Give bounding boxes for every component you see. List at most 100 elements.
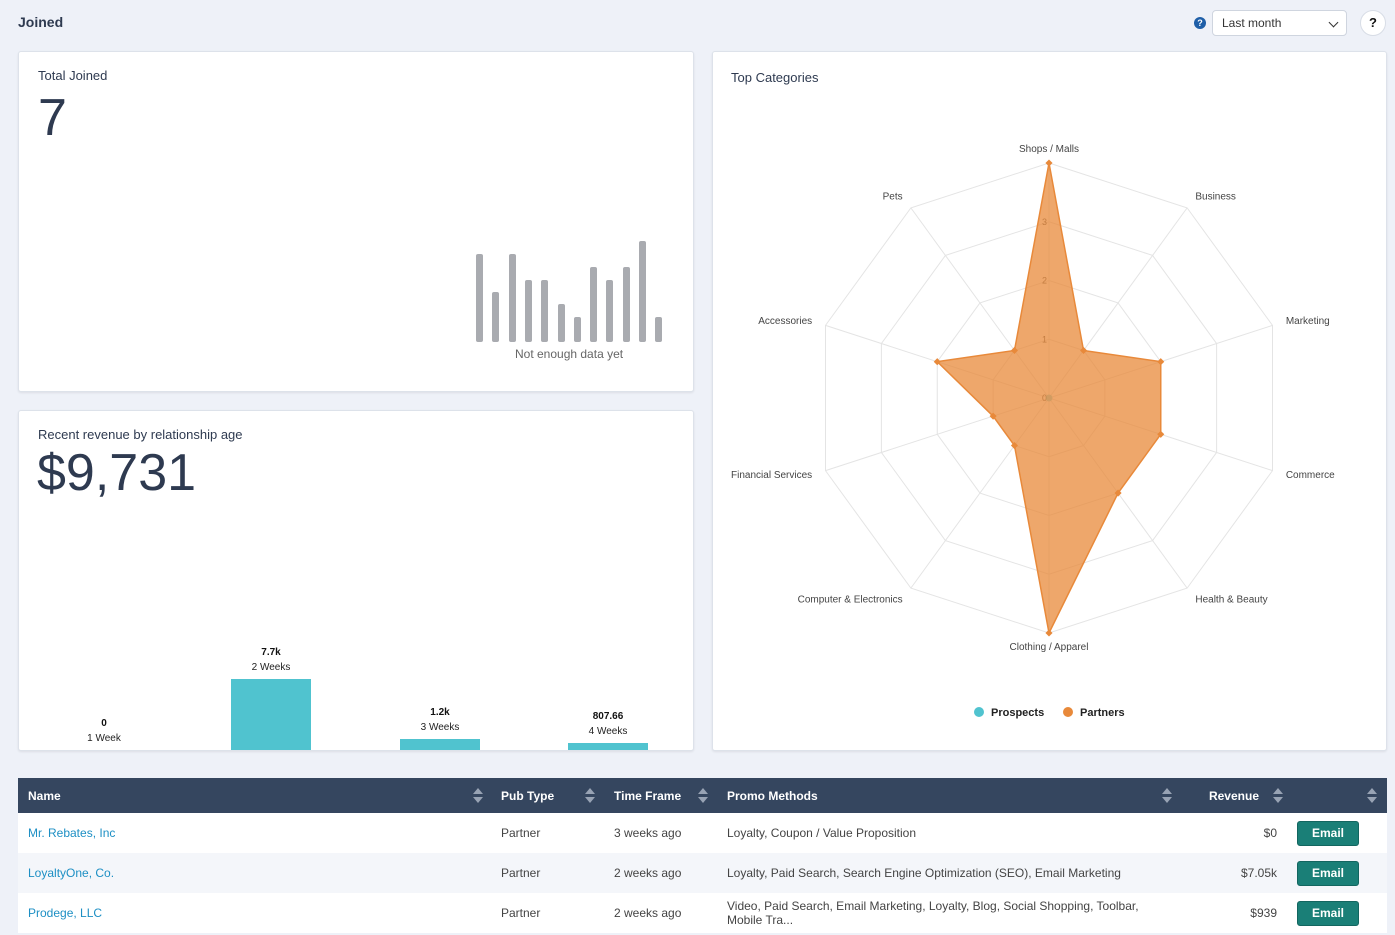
pub-type-cell: Partner	[491, 893, 604, 933]
column-header-promo-methods[interactable]: Promo Methods	[717, 778, 1187, 813]
radar-axis-label: Health & Beauty	[1195, 594, 1267, 605]
bar-category-label: 1 Week	[87, 733, 121, 744]
placeholder-bar	[606, 280, 614, 342]
time-frame-cell: 3 weeks ago	[604, 813, 717, 853]
column-header-name[interactable]: Name	[18, 778, 491, 813]
revenue-cell: $7.05k	[1187, 853, 1287, 893]
revenue-total: $9,731	[37, 444, 197, 502]
bar-value-label: 0	[101, 718, 107, 729]
table-row: Mr. Rebates, Inc Partner 3 weeks ago Loy…	[18, 813, 1387, 853]
placeholder-bar-chart	[476, 238, 666, 342]
column-header-pub-type[interactable]: Pub Type	[491, 778, 604, 813]
radar-axis-label: Shops / Malls	[1019, 144, 1079, 155]
placeholder-bar	[524, 280, 532, 342]
placeholder-bar	[622, 267, 630, 342]
bar-value-label: 807.66	[592, 710, 624, 722]
bar-category-label: 2 Weeks	[251, 662, 291, 673]
column-label: Pub Type	[501, 788, 555, 803]
table-row: LoyaltyOne, Co. Partner 2 weeks ago Loya…	[18, 853, 1387, 893]
sort-icon[interactable]	[1162, 788, 1172, 804]
revenue-card-title: Recent revenue by relationship age	[38, 427, 243, 442]
promo-methods-cell: Video, Paid Search, Email Marketing, Loy…	[717, 893, 1187, 933]
column-header-revenue[interactable]: Revenue	[1187, 778, 1287, 813]
publisher-name-link[interactable]: Prodege, LLC	[28, 906, 103, 920]
column-label: Time Frame	[614, 788, 682, 803]
radar-series-point	[1010, 441, 1019, 450]
sort-icon[interactable]	[1273, 788, 1283, 804]
radar-chart: Shops / Malls Business Marketing Commerce He…	[731, 144, 1335, 653]
revenue-bar[interactable]	[231, 679, 311, 750]
radar-series-point	[1079, 346, 1088, 355]
sort-icon[interactable]	[698, 788, 708, 804]
column-label: Revenue	[1208, 788, 1259, 803]
email-button[interactable]: Email	[1297, 860, 1359, 886]
placeholder-bar	[590, 267, 598, 342]
column-header-time-frame[interactable]: Time Frame	[604, 778, 717, 813]
promo-methods-cell: Loyalty, Paid Search, Search Engine Opti…	[717, 853, 1187, 893]
placeholder-bar	[557, 304, 565, 342]
bar-value-label: 1.2k	[430, 706, 450, 718]
email-button[interactable]: Email	[1297, 820, 1359, 846]
date-range-select[interactable]: Last month	[1212, 10, 1347, 36]
total-joined-value: 7	[38, 89, 67, 147]
radar-axis-label: Clothing / Apparel	[1010, 642, 1089, 653]
radar-series-point	[989, 412, 997, 420]
legend-label: Prospects	[991, 707, 1045, 719]
date-range-value: Last month	[1222, 16, 1282, 30]
radar-axis-label: Marketing	[1286, 316, 1330, 327]
radar-axis-label: Commerce	[1286, 470, 1335, 481]
sort-icon[interactable]	[473, 788, 483, 804]
pub-type-cell: Partner	[491, 813, 604, 853]
revenue-bar[interactable]	[400, 738, 480, 750]
placeholder-bar	[541, 280, 549, 342]
sort-icon[interactable]	[1367, 788, 1377, 804]
placeholder-bar	[639, 241, 646, 342]
total-joined-title: Total Joined	[38, 68, 108, 83]
table-row: Prodege, LLC Partner 2 weeks ago Video, …	[18, 893, 1387, 933]
revenue-by-age-card: Recent revenue by relationship age $9,73…	[18, 410, 694, 751]
question-circle-icon[interactable]: ?	[1194, 17, 1206, 29]
revenue-cell: $0	[1187, 813, 1287, 853]
radar-series-point	[933, 358, 941, 366]
bar-value-label: 7.7k	[261, 647, 281, 658]
column-header-actions[interactable]	[1287, 778, 1387, 813]
radar-axis-label: Financial Services	[731, 470, 812, 481]
radar-axis-label: Pets	[883, 192, 903, 203]
radar-series-point	[1045, 159, 1053, 167]
publisher-name-link[interactable]: LoyaltyOne, Co.	[28, 866, 115, 880]
email-button[interactable]: Email	[1297, 900, 1359, 926]
total-joined-card: Total Joined 7 Not enough data yet	[18, 51, 694, 392]
placeholder-bar	[573, 317, 581, 342]
radar-axis-label: Computer & Electronics	[798, 594, 903, 605]
legend-item-partners[interactable]: Partners	[1063, 707, 1125, 719]
radar-series-area	[935, 162, 1162, 636]
column-label: Promo Methods	[727, 788, 818, 803]
legend-item-prospects[interactable]: Prospects	[974, 707, 1044, 719]
help-button[interactable]: ?	[1360, 10, 1386, 36]
placeholder-bar	[492, 292, 500, 342]
time-frame-cell: 2 weeks ago	[604, 853, 717, 893]
top-categories-title: Top Categories	[731, 70, 819, 85]
radar-axis-label: Accessories	[758, 316, 812, 327]
table-header-row: Name Pub Type Time Frame Promo Methods R…	[18, 778, 1387, 813]
legend-label: Partners	[1080, 707, 1125, 719]
placeholder-bar	[508, 254, 516, 342]
joined-table: Name Pub Type Time Frame Promo Methods R…	[18, 778, 1387, 933]
page-title: Joined	[18, 14, 64, 30]
radar-axis-label: Business	[1195, 192, 1236, 203]
placeholder-bar	[476, 254, 483, 342]
promo-methods-cell: Loyalty, Coupon / Value Proposition	[717, 813, 1187, 853]
top-categories-card: Top Categories Shops / Malls Business Mark…	[712, 51, 1387, 751]
revenue-bar[interactable]	[568, 742, 648, 750]
column-label: Name	[28, 788, 61, 803]
legend-dot	[974, 707, 984, 717]
sort-icon[interactable]	[585, 788, 595, 804]
pub-type-cell: Partner	[491, 853, 604, 893]
publisher-name-link[interactable]: Mr. Rebates, Inc	[28, 826, 116, 840]
radar-series-point	[1010, 346, 1019, 355]
bar-category-label: 3 Weeks	[420, 721, 460, 733]
revenue-cell: $939	[1187, 893, 1287, 933]
radar-series-point	[1045, 629, 1053, 637]
placeholder-bar	[655, 317, 663, 342]
time-frame-cell: 2 weeks ago	[604, 893, 717, 933]
